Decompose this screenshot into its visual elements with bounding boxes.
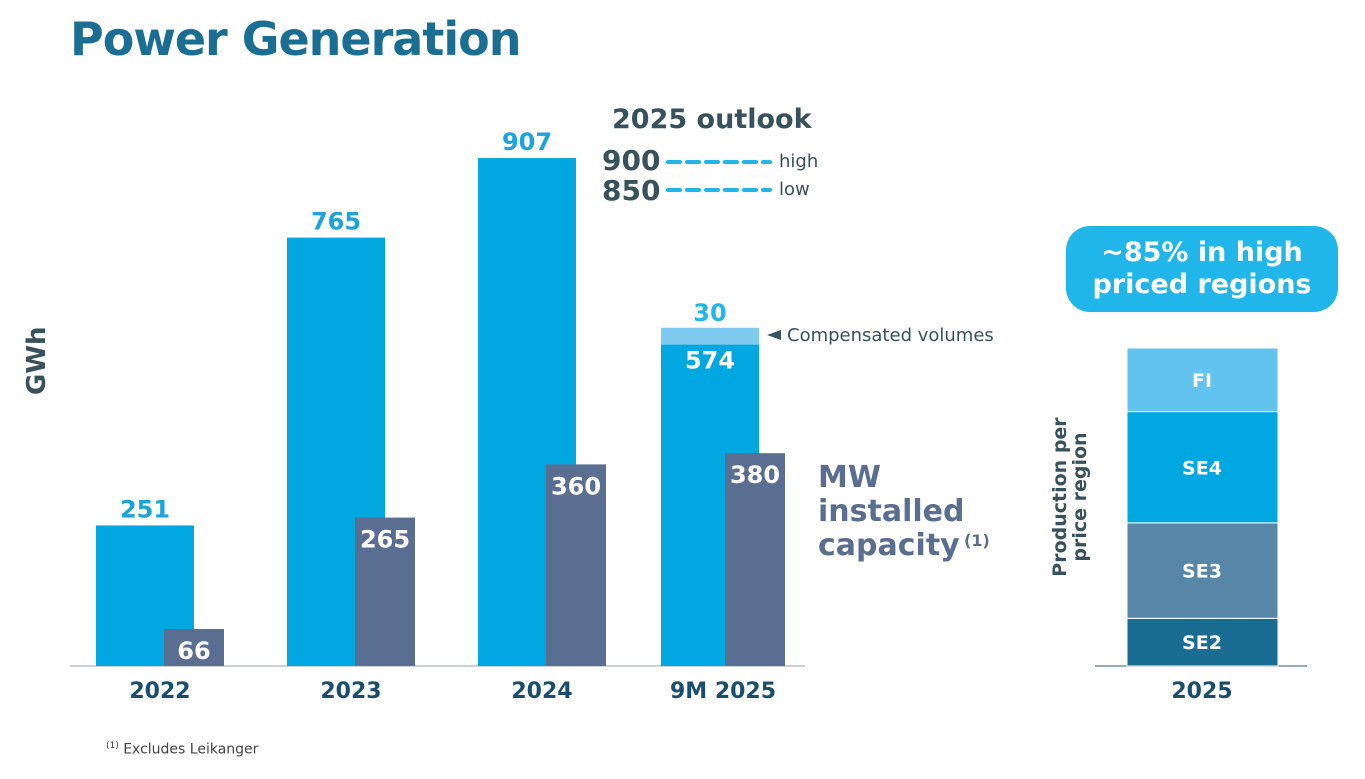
- mw-bar: [355, 517, 415, 666]
- compensated-value-label: 30: [693, 299, 726, 327]
- outlook-low-value: 850: [602, 174, 660, 207]
- region-x-tick-label: 2025: [1171, 679, 1232, 704]
- mw-legend-label: capacity: [818, 528, 960, 563]
- region-segment-label: SE4: [1182, 457, 1222, 479]
- region-segment-se3: [1126, 522, 1279, 619]
- mw-bar: [725, 453, 785, 666]
- region-axis-label: Production per price region: [1049, 417, 1091, 577]
- compensated-label: Compensated volumes: [787, 325, 994, 346]
- region-segment-label: FI: [1192, 370, 1212, 392]
- high-price-badge: ~85% in high priced regions: [1066, 226, 1338, 312]
- x-tick-label: 2022: [129, 679, 190, 704]
- outlook-high-label: high: [779, 151, 818, 172]
- gwh-value-label: 251: [120, 495, 170, 523]
- mw-bar: [164, 629, 224, 666]
- mw-bar: [546, 464, 606, 666]
- mw-legend-label: installed: [818, 494, 964, 529]
- region-segment-se4: [1126, 411, 1279, 524]
- gwh-value-label: 765: [311, 208, 361, 236]
- footnote-marker: (1): [106, 741, 119, 751]
- x-tick-label: 2024: [511, 679, 572, 704]
- region-segment-label: SE3: [1182, 561, 1222, 583]
- mw-legend-label: MW: [818, 460, 881, 495]
- region-segment-se2: [1126, 617, 1279, 667]
- gwh-value-label: 907: [502, 128, 552, 156]
- mw-value-label: 66: [177, 637, 210, 665]
- page-title: Power Generation: [70, 12, 521, 66]
- region-segment-fi: [1126, 347, 1279, 413]
- mw-value-label: 360: [551, 472, 601, 500]
- mw-value-label: 265: [360, 526, 410, 554]
- gwh-value-label: 574: [685, 347, 735, 375]
- footnote: (1) Excludes Leikanger: [106, 741, 258, 758]
- outlook-title: 2025 outlook: [612, 104, 813, 135]
- x-tick-label: 2023: [320, 679, 381, 704]
- footnote-text: Excludes Leikanger: [123, 741, 259, 758]
- outlook-low-label: low: [779, 179, 810, 200]
- x-tick-label: 9M 2025: [670, 679, 776, 704]
- region-segment-label: SE2: [1182, 632, 1222, 654]
- mw-value-label: 380: [730, 461, 780, 489]
- mw-footnote-marker: (1): [964, 531, 990, 550]
- arrow-left-icon: [767, 330, 781, 340]
- compensated-bar: [661, 327, 759, 345]
- outlook-high-value: 900: [602, 144, 660, 177]
